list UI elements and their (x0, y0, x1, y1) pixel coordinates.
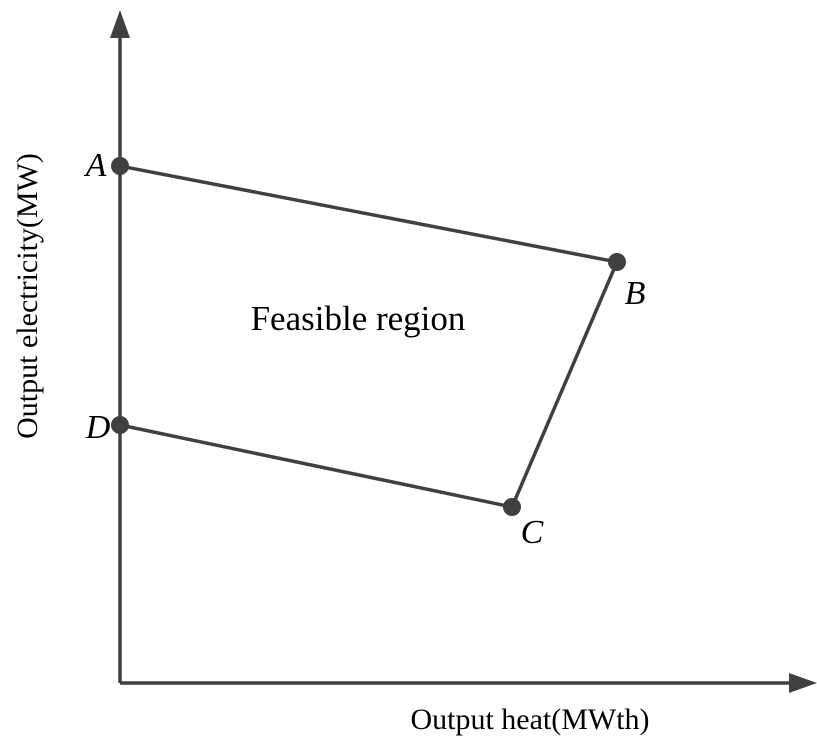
region-boundary (119, 164, 620, 510)
axes (118, 30, 800, 685)
region-label: Feasible region (251, 299, 466, 338)
x-axis-arrow (789, 673, 817, 693)
vertex-label: D (85, 409, 111, 446)
vertex (608, 253, 626, 271)
vertex (111, 416, 129, 434)
vertex (503, 498, 521, 516)
vertex-label: B (625, 275, 646, 312)
y-axis-label: Output electricity(MW) (11, 153, 44, 439)
y-axis-arrow (110, 10, 130, 38)
vertices (111, 157, 626, 516)
x-axis-label: Output heat(MWth) (410, 703, 649, 736)
vertex (111, 157, 129, 175)
vertex-label: A (84, 147, 107, 184)
vertex-label: C (521, 514, 544, 551)
